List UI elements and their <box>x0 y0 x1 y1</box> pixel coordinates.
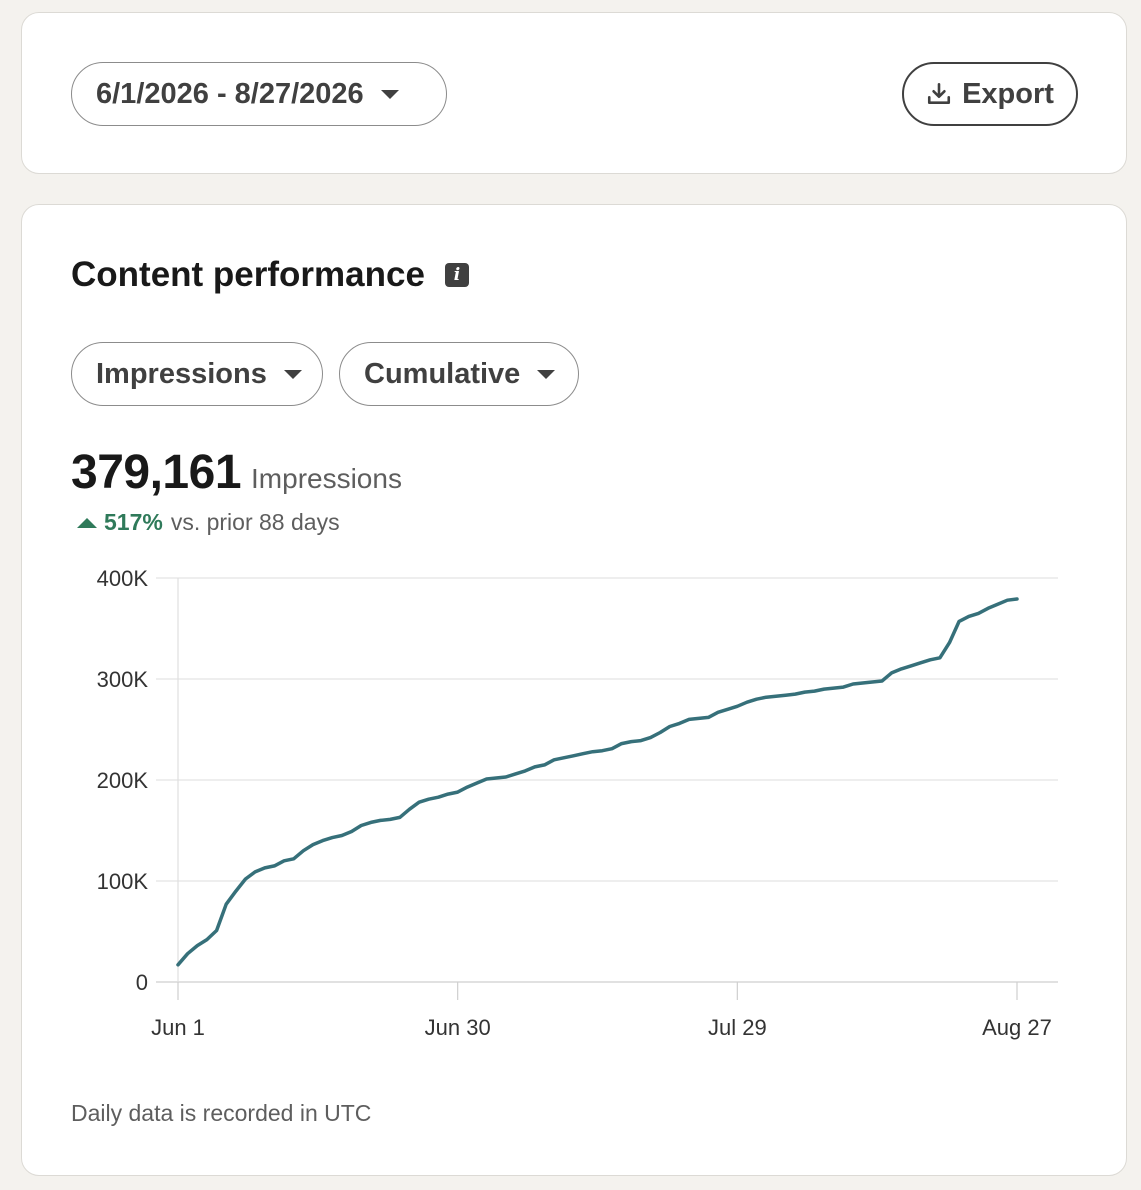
chevron-down-icon <box>537 369 556 379</box>
change-label: vs. prior 88 days <box>170 509 340 535</box>
panel-title-row: Content performance i <box>71 255 469 295</box>
chevron-down-icon <box>283 369 302 379</box>
trend-up-icon <box>77 517 97 528</box>
y-tick-label: 300K <box>97 667 149 692</box>
x-tick-label: Jul 29 <box>708 1015 767 1040</box>
footnote: Daily data is recorded in UTC <box>71 1100 372 1126</box>
x-tick-label: Aug 27 <box>982 1015 1052 1040</box>
content-performance-card: Content performance i Impressions Cumula… <box>21 204 1127 1176</box>
y-tick-label: 400K <box>97 566 149 591</box>
info-icon[interactable]: i <box>444 263 469 287</box>
export-button[interactable]: Export <box>902 62 1078 126</box>
y-tick-label: 100K <box>97 869 149 894</box>
summary-unit: Impressions <box>251 463 402 494</box>
x-tick-label: Jun 30 <box>425 1015 491 1040</box>
y-tick-label: 0 <box>136 970 148 995</box>
download-icon <box>928 82 951 104</box>
date-range-dropdown[interactable]: 6/1/2026 - 8/27/2026 <box>71 62 447 126</box>
change-indicator: 517% vs. prior 88 days <box>77 509 340 536</box>
page-title: Content performance <box>71 255 425 294</box>
impressions-line-chart: 0 100K 200K 300K 400K Jun 1 Jun 30 Jul 29 Aug 27 <box>97 566 1058 1040</box>
summary-value: 379,161 <box>71 446 242 499</box>
date-range-card: 6/1/2026 - 8/27/2026 Export <box>21 12 1127 174</box>
impressions-series-line <box>176 597 1019 967</box>
summary-metric: 379,161 Impressions <box>71 445 402 500</box>
metric-dropdown[interactable]: Impressions <box>71 342 323 406</box>
export-label: Export <box>962 77 1054 110</box>
mode-dropdown-label: Cumulative <box>364 357 521 390</box>
mode-dropdown[interactable]: Cumulative <box>339 342 579 406</box>
chevron-down-icon <box>380 89 399 99</box>
x-tick-label: Jun 1 <box>151 1015 205 1040</box>
metric-dropdown-label: Impressions <box>96 357 267 390</box>
y-tick-label: 200K <box>97 768 149 793</box>
change-percent: 517% <box>104 509 163 535</box>
date-range-label: 6/1/2026 - 8/27/2026 <box>96 77 364 110</box>
